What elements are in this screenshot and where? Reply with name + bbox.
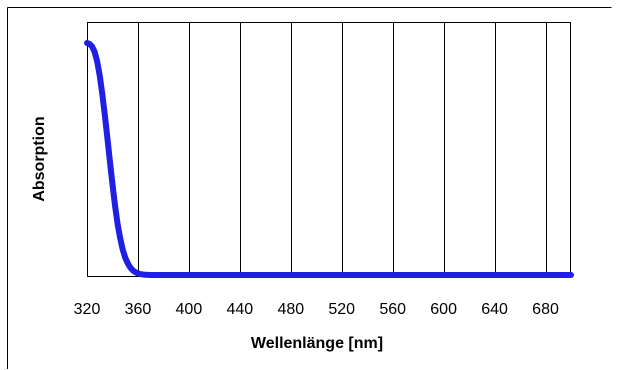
vertical-gridlines: [138, 22, 547, 276]
y-axis-title: Absorption: [31, 116, 48, 201]
x-tick-label-360: 360: [125, 301, 152, 318]
x-axis-title: Wellenlänge [nm]: [251, 335, 383, 352]
x-tick-label-400: 400: [176, 301, 203, 318]
x-tick-label-520: 520: [328, 301, 355, 318]
plot-area-frame: [87, 22, 571, 277]
x-tick-label-600: 600: [430, 301, 457, 318]
x-tick-label-480: 480: [277, 301, 304, 318]
x-tick-label-640: 640: [481, 301, 508, 318]
series-layer: [84, 40, 574, 278]
x-tick-label-320: 320: [74, 301, 101, 318]
x-tick-label-560: 560: [379, 301, 406, 318]
x-tick-label-680: 680: [532, 301, 559, 318]
plot-area-border: [87, 22, 571, 277]
chart-outer-frame: [7, 7, 612, 369]
series-line-0: [84, 40, 574, 278]
x-tick-label-440: 440: [226, 301, 253, 318]
x-axis-tick-labels: 320 360 400 440 480 520 560 600 640 680: [74, 301, 559, 318]
